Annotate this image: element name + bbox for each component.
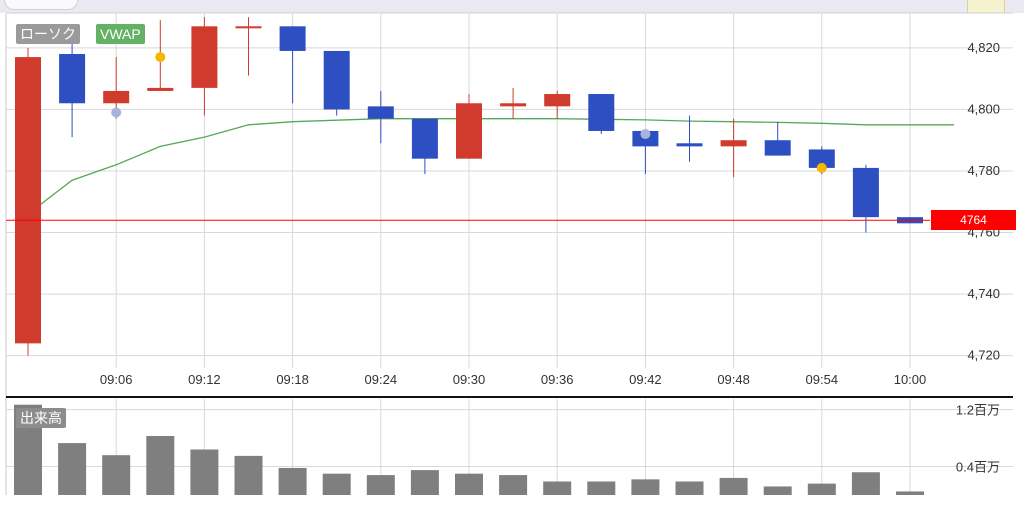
candle-body (15, 57, 41, 344)
signal-marker (640, 129, 651, 140)
volume-tick-label: 1.2百万 (956, 403, 1000, 418)
legend-volume[interactable]: 出来高 (16, 408, 66, 428)
candle-body (279, 26, 306, 51)
volume-bar (896, 491, 924, 495)
volume-bar (58, 443, 87, 495)
signal-marker (155, 52, 166, 63)
candle-body (764, 140, 791, 156)
x-tick-label: 09:54 (806, 372, 839, 387)
candle-body (235, 26, 262, 29)
volume-bar (102, 455, 131, 495)
x-tick-label: 09:18 (276, 372, 309, 387)
candle-body (456, 103, 482, 159)
x-tick-label: 09:42 (629, 372, 662, 387)
volume-panel (14, 404, 924, 495)
candle-body (500, 103, 527, 107)
candle-body (720, 140, 747, 147)
marker-series (111, 52, 827, 173)
volume-bar (763, 486, 792, 495)
y-tick-label: 4,720 (967, 348, 1000, 363)
candle-body (367, 106, 394, 119)
candle-body (191, 26, 218, 88)
volume-bar (807, 483, 836, 495)
volume-bar (719, 477, 748, 495)
x-tick-label: 09:06 (100, 372, 133, 387)
candle-body (103, 90, 130, 104)
signal-marker (111, 107, 122, 118)
volume-bar (322, 473, 351, 495)
volume-bar (499, 475, 528, 495)
candle-body (808, 149, 835, 168)
corner-toggle[interactable] (967, 0, 1005, 13)
y-tick-label: 4,740 (967, 286, 1000, 301)
x-tick-label: 09:48 (717, 372, 750, 387)
volume-bar (543, 481, 572, 495)
candle-body (323, 50, 350, 110)
volume-bar (410, 470, 439, 495)
volume-bar (366, 475, 395, 495)
candle-body (852, 167, 879, 218)
axis-labels: 09:06 09:12 09:18 09:24 09:30 09:36 09:42 09:48… (100, 40, 1000, 475)
signal-marker (816, 162, 827, 173)
volume-tick-label: 0.4百万 (956, 460, 1000, 475)
vwap-series (27, 118, 955, 215)
x-tick-label: 09:24 (365, 372, 398, 387)
legend-candlestick[interactable]: ローソク (16, 24, 80, 44)
volume-bar (146, 435, 175, 495)
grid (5, 12, 1013, 495)
vwap-line (27, 118, 955, 215)
volume-bar (587, 481, 616, 495)
candle-body (59, 54, 86, 104)
y-tick-label: 4,780 (967, 163, 1000, 178)
candle-body (411, 118, 438, 159)
x-tick-label: 09:36 (541, 372, 574, 387)
candle-body (147, 87, 174, 91)
volume-bar (631, 479, 660, 495)
volume-bar (278, 467, 307, 495)
candle-body (588, 94, 615, 131)
y-tick-label: 4,800 (967, 101, 1000, 116)
volume-bar (675, 481, 704, 495)
volume-bar (455, 473, 483, 495)
legend-vwap[interactable]: VWAP (96, 24, 145, 44)
volume-bar (851, 472, 880, 495)
current-price-tag: 4764 (931, 210, 1016, 230)
x-tick-label: 09:12 (188, 372, 221, 387)
x-tick-label: 10:00 (894, 372, 927, 387)
y-tick-label: 4,820 (967, 40, 1000, 55)
candle-body (544, 94, 571, 107)
candle-body (676, 143, 703, 147)
x-tick-label: 09:30 (453, 372, 486, 387)
volume-bar (234, 455, 263, 495)
volume-bar (190, 449, 219, 495)
top-strip (0, 0, 1024, 13)
